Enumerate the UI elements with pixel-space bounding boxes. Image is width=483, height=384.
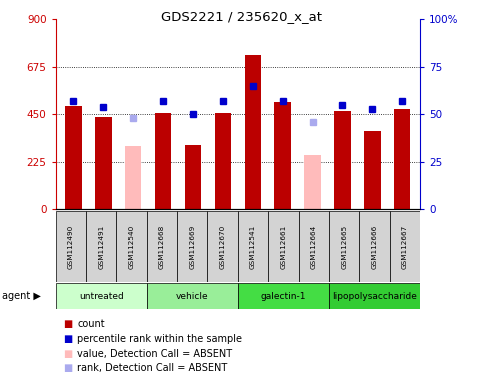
Text: GSM112491: GSM112491 [98, 225, 104, 269]
Bar [86, 211, 116, 282]
Text: GSM112661: GSM112661 [281, 225, 286, 269]
Bar [390, 211, 420, 282]
Bar [147, 211, 177, 282]
Text: GSM112667: GSM112667 [402, 225, 408, 269]
Bar [304, 156, 321, 209]
Bar [116, 211, 147, 282]
Text: GSM112665: GSM112665 [341, 225, 347, 269]
Text: vehicle: vehicle [176, 291, 209, 301]
Text: count: count [77, 319, 105, 329]
Text: GSM112540: GSM112540 [128, 225, 135, 269]
Bar [334, 111, 351, 209]
Bar [95, 118, 112, 209]
Bar [185, 145, 201, 209]
Text: agent ▶: agent ▶ [2, 291, 41, 301]
Bar [155, 113, 171, 209]
Bar [329, 283, 420, 309]
Text: GSM112490: GSM112490 [68, 225, 74, 269]
Bar [274, 102, 291, 209]
Text: GSM112668: GSM112668 [159, 225, 165, 269]
Bar [329, 211, 359, 282]
Bar [394, 109, 411, 209]
Bar [65, 106, 82, 209]
Text: value, Detection Call = ABSENT: value, Detection Call = ABSENT [77, 349, 232, 359]
Text: ■: ■ [63, 319, 72, 329]
Text: GSM112664: GSM112664 [311, 225, 317, 269]
Text: ■: ■ [63, 334, 72, 344]
Bar [238, 283, 329, 309]
Text: lipopolysaccharide: lipopolysaccharide [332, 291, 417, 301]
Text: GDS2221 / 235620_x_at: GDS2221 / 235620_x_at [161, 10, 322, 23]
Text: percentile rank within the sample: percentile rank within the sample [77, 334, 242, 344]
Text: GSM112666: GSM112666 [371, 225, 378, 269]
Text: rank, Detection Call = ABSENT: rank, Detection Call = ABSENT [77, 363, 227, 373]
Bar [125, 146, 142, 209]
Bar [215, 113, 231, 209]
Text: ■: ■ [63, 349, 72, 359]
Bar [244, 55, 261, 209]
Bar [177, 211, 208, 282]
Text: galectin-1: galectin-1 [261, 291, 306, 301]
Bar [147, 283, 238, 309]
Text: GSM112670: GSM112670 [220, 225, 226, 269]
Text: GSM112541: GSM112541 [250, 225, 256, 269]
Bar [56, 283, 147, 309]
Bar [364, 131, 381, 209]
Bar [208, 211, 238, 282]
Bar [359, 211, 390, 282]
Text: untreated: untreated [79, 291, 124, 301]
Text: GSM112669: GSM112669 [189, 225, 195, 269]
Bar [56, 211, 86, 282]
Bar [268, 211, 298, 282]
Text: ■: ■ [63, 363, 72, 373]
Bar [238, 211, 268, 282]
Bar [298, 211, 329, 282]
